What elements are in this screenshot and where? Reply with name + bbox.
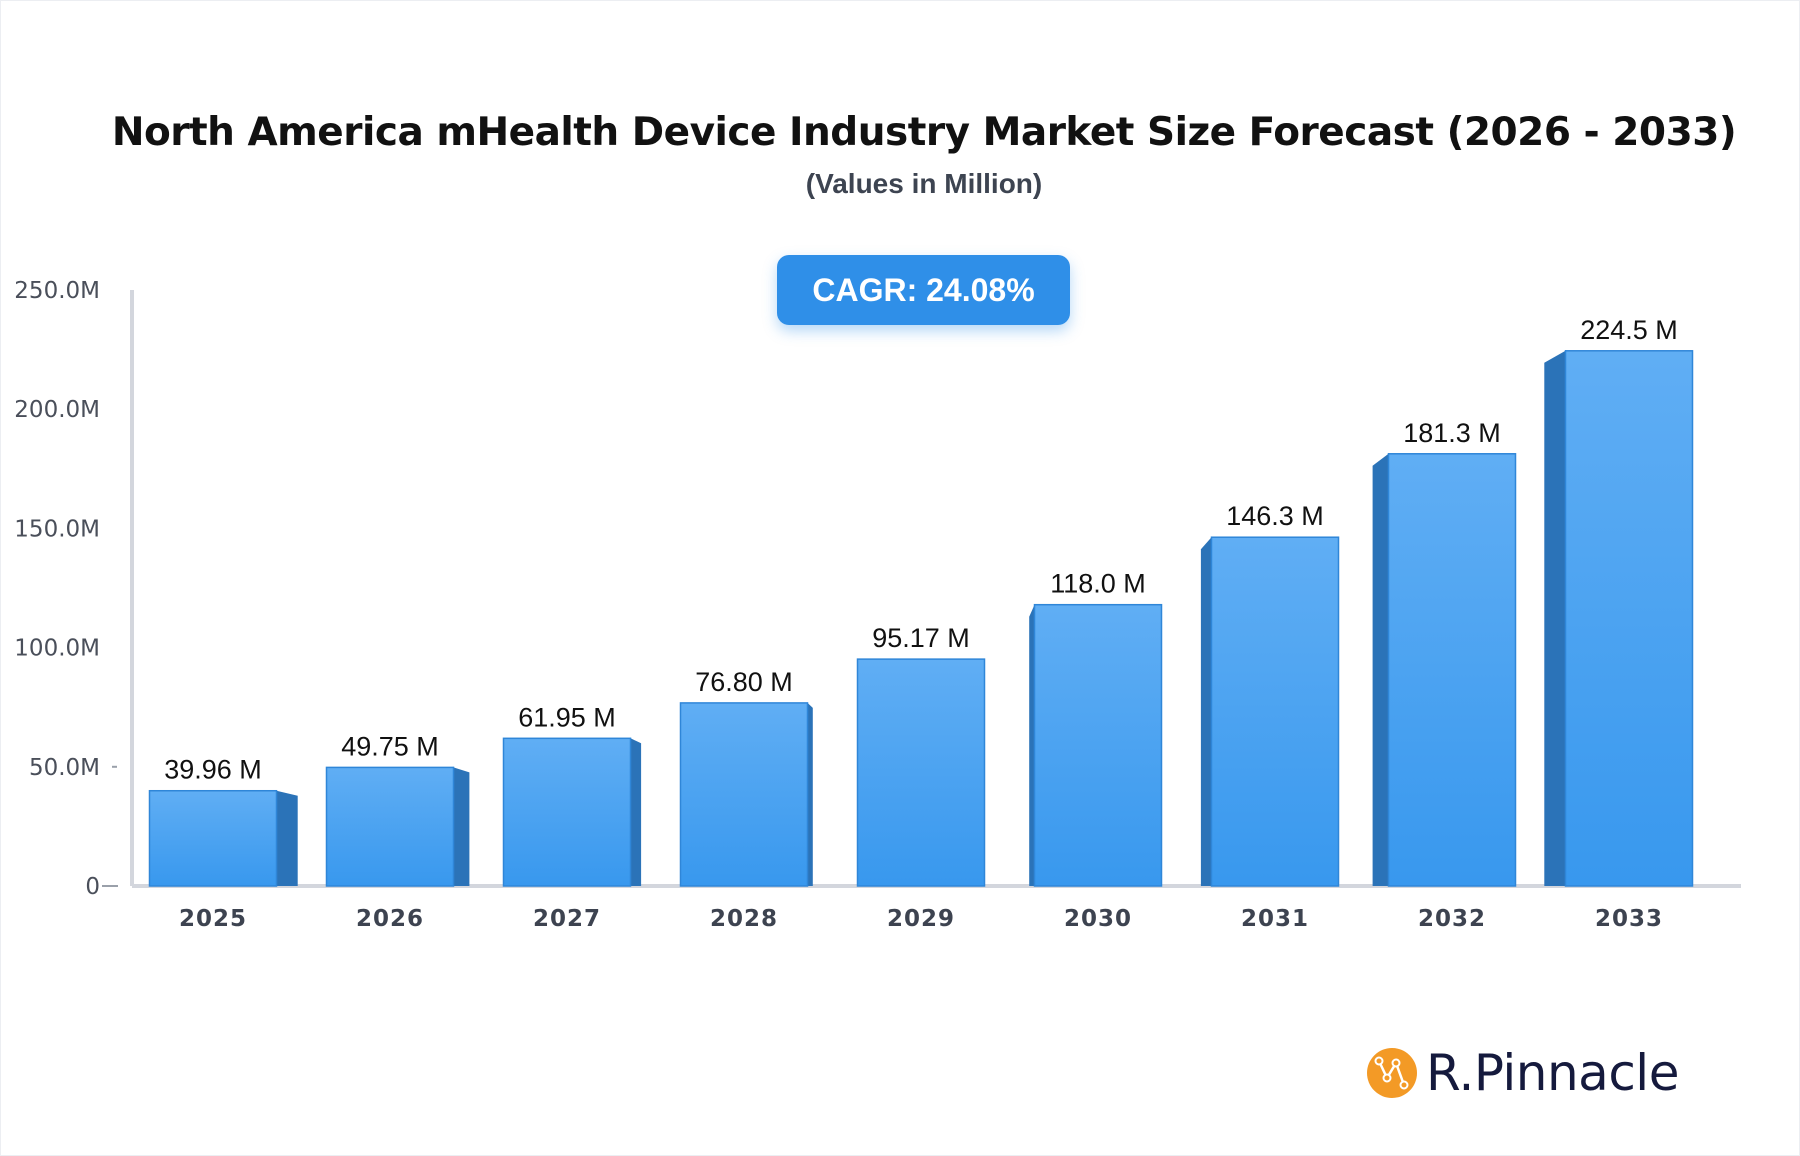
- y-tick-label: 250.0M: [14, 278, 100, 304]
- data-label: 118.0 M: [1050, 569, 1146, 599]
- data-label: 181.3 M: [1403, 418, 1501, 448]
- logo-icon: [1367, 1048, 1417, 1098]
- y-tick-label: 50.0M: [29, 755, 100, 781]
- x-tick-label: 2025: [179, 906, 247, 932]
- y-tick-label: 200.0M: [14, 397, 100, 423]
- bar-side: [1200, 537, 1212, 886]
- bar-2033: [1564, 350, 1694, 887]
- bar-2030: [1033, 603, 1163, 887]
- data-label: 146.3 M: [1226, 501, 1324, 531]
- data-label: 39.96 M: [164, 755, 262, 785]
- bar-2026: [325, 766, 455, 887]
- brand-name: R.Pinnacle: [1426, 1044, 1679, 1102]
- bar-side: [630, 738, 642, 886]
- y-tick-label: 150.0M: [14, 516, 100, 542]
- x-tick-label: 2030: [1064, 906, 1132, 932]
- x-tick-label: 2033: [1595, 906, 1663, 932]
- brand-logo: R.Pinnacle: [1366, 1044, 1679, 1102]
- chart-title: North America mHealth Device Industry Ma…: [111, 110, 1737, 155]
- bar-2027: [502, 737, 632, 887]
- chart-subtitle: (Values in Million): [805, 168, 1043, 199]
- bar-2025: [148, 789, 278, 887]
- y-tick-label: 100.0M: [14, 636, 100, 662]
- bar-side: [453, 767, 470, 886]
- bar-side: [1544, 350, 1566, 886]
- bar-2029: [856, 658, 986, 887]
- x-tick-label: 2029: [887, 906, 955, 932]
- bar-2032: [1387, 453, 1517, 887]
- x-tick-label: 2026: [356, 906, 424, 932]
- y-tick-label: 0: [85, 874, 100, 900]
- x-tick-label: 2031: [1241, 906, 1309, 932]
- x-tick-label: 2027: [533, 906, 601, 932]
- bar-2028: [679, 702, 809, 887]
- bar-2031: [1210, 536, 1340, 887]
- data-label: 76.80 M: [695, 667, 793, 697]
- bar-chart: 0 50.0M 100.0M 150.0M 200.0M 250.0M 39.96 M 202…: [14, 278, 1741, 932]
- bar-side: [1029, 604, 1035, 886]
- bar-side: [807, 702, 813, 886]
- bar-side: [276, 790, 298, 886]
- x-tick-label: 2028: [710, 906, 778, 932]
- cagr-badge: CAGR: 24.08%: [777, 255, 1070, 325]
- x-tick-label: 2032: [1418, 906, 1486, 932]
- bar-side: [1372, 453, 1389, 886]
- data-label: 49.75 M: [341, 731, 439, 761]
- data-label: 95.17 M: [872, 623, 970, 653]
- data-label: 224.5 M: [1580, 315, 1678, 345]
- data-label: 61.95 M: [518, 702, 616, 732]
